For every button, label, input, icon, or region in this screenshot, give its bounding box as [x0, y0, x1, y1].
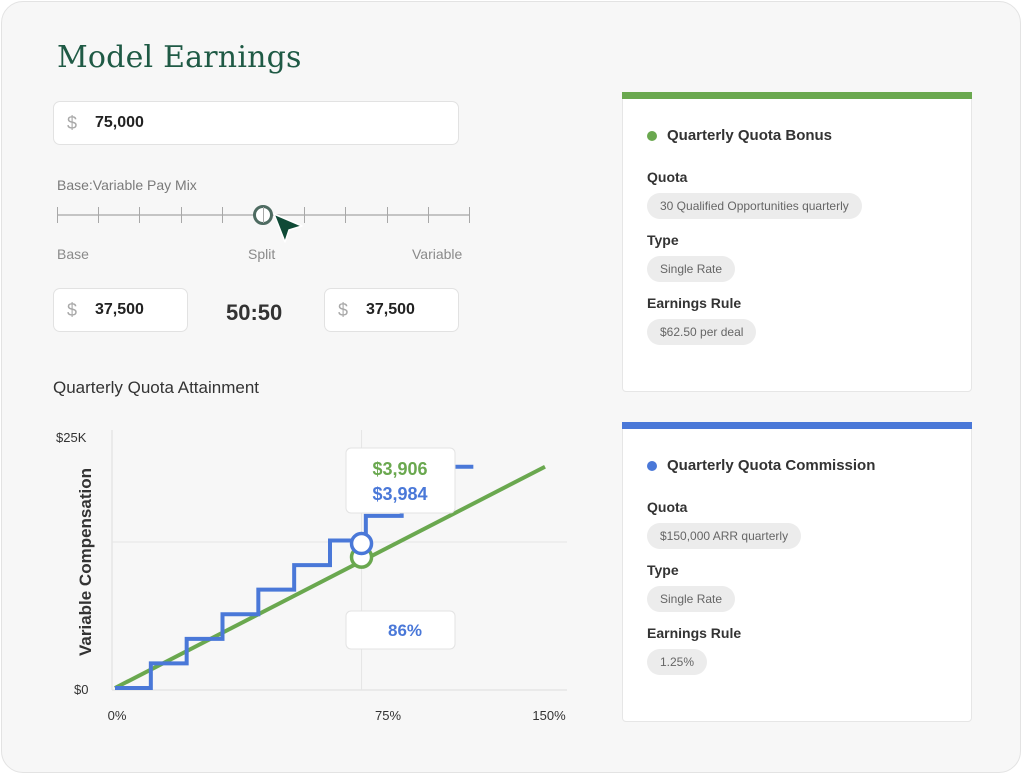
earnings-rule-pill: 1.25%	[647, 649, 708, 675]
variable-pay-input[interactable]: $ 37,500	[324, 288, 459, 332]
slider-tick	[304, 207, 306, 223]
x-tick-label-start: 0%	[108, 708, 127, 723]
slider-tick	[345, 207, 347, 223]
type-value-pill: Single Rate	[647, 586, 736, 612]
chart-title: Quarterly Quota Attainment	[53, 378, 259, 397]
tooltip-green-value: $3,906	[372, 459, 427, 479]
quota-bonus-card: Quarterly Quota Bonus Quota 30 Qualified…	[622, 92, 972, 392]
quota-label: Quota	[647, 499, 688, 515]
quota-label: Quota	[647, 169, 688, 185]
y-tick-label-max: $25K	[56, 430, 87, 445]
card-title: Quarterly Quota Commission	[667, 457, 876, 474]
slider-label-split: Split	[248, 246, 276, 262]
tooltip: $3,906 $3,984 86%	[345, 447, 456, 650]
tooltip-box	[345, 447, 456, 514]
card-accent-bar	[622, 92, 972, 99]
y-tick-label-min: $0	[74, 682, 88, 697]
total-pay-input[interactable]: $ 75,000	[53, 101, 459, 145]
blue-dot-icon	[647, 460, 657, 471]
slider-tick	[469, 207, 470, 223]
slider-tick	[427, 207, 429, 223]
card-title: Quarterly Quota Bonus	[667, 127, 833, 144]
series-layer	[114, 464, 546, 690]
dollar-icon: $	[338, 299, 349, 320]
type-label: Type	[647, 562, 679, 578]
quota-value-pill: 30 Qualified Opportunities quarterly	[647, 193, 862, 219]
quota-value-pill: $150,000 ARR quarterly	[647, 523, 802, 549]
base-pay-input[interactable]: $ 37,500	[53, 288, 188, 332]
x-tick-label-mid: 75%	[375, 708, 401, 723]
slider-tick	[139, 207, 141, 223]
quota-attainment-chart: $25K $0 Variable Compensation 0% 75% 150…	[56, 430, 567, 723]
variable-pay-value: 37,500	[366, 301, 415, 318]
total-pay-value: 75,000	[95, 114, 144, 131]
quota-commission-card: Quarterly Quota Commission Quota $150,00…	[622, 422, 972, 722]
dollar-icon: $	[67, 112, 78, 133]
earnings-rule-label: Earnings Rule	[647, 625, 742, 641]
type-label: Type	[647, 232, 679, 248]
earnings-rule-label: Earnings Rule	[647, 295, 742, 311]
slider-tick	[98, 207, 100, 223]
x-tick-label-end: 150%	[532, 708, 566, 723]
pay-mix-label: Base:Variable Pay Mix	[57, 177, 197, 193]
pay-mix-ratio: 50:50	[226, 300, 283, 325]
bonus-linear-line	[114, 464, 546, 690]
percent-box	[345, 610, 456, 650]
tooltip-blue-value: $3,984	[372, 484, 427, 504]
green-dot-icon	[647, 130, 657, 141]
earnings-rule-pill: $62.50 per deal	[647, 319, 757, 345]
slider-tick	[221, 207, 223, 223]
dollar-icon: $	[67, 299, 78, 320]
slider-label-variable: Variable	[412, 246, 463, 262]
type-value-pill: Single Rate	[647, 256, 736, 282]
blue-series-marker[interactable]	[349, 531, 374, 556]
tooltip-percent: 86%	[388, 621, 422, 640]
page-title: Model Earnings	[57, 40, 302, 75]
slider-tick	[263, 207, 264, 223]
card-accent-bar	[622, 422, 972, 429]
slider-label-base: Base	[57, 246, 89, 262]
slider-tick	[57, 207, 58, 223]
pay-mix-slider[interactable]	[57, 204, 470, 225]
cursor-arrow-icon	[273, 213, 303, 243]
base-pay-value: 37,500	[95, 301, 144, 318]
slider-tick	[180, 207, 182, 223]
y-axis-label: Variable Compensation	[76, 468, 95, 656]
slider-tick	[386, 207, 388, 223]
